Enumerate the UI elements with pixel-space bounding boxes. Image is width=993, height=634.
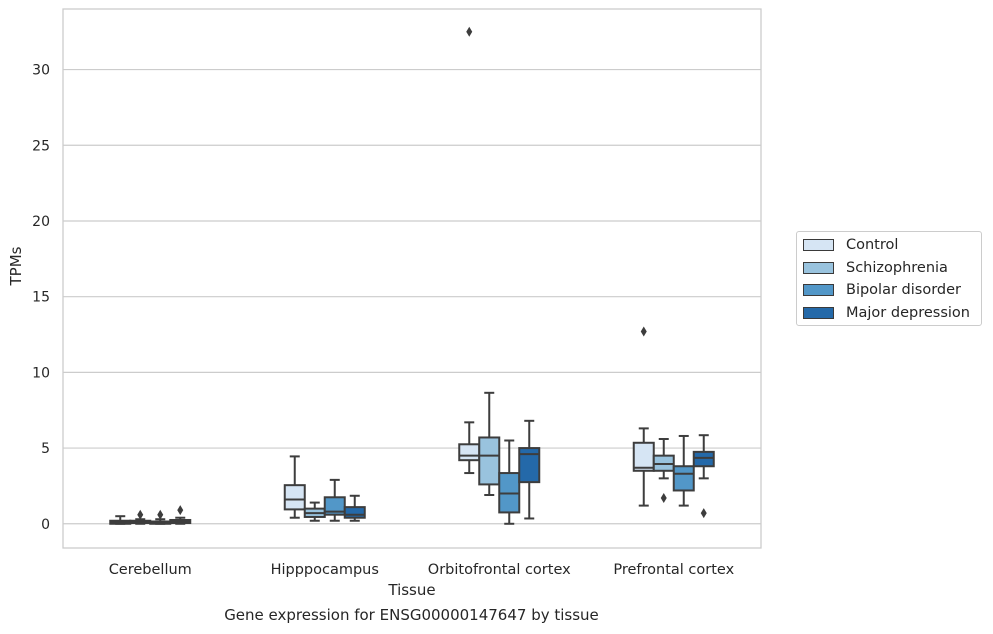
legend-swatch [803, 239, 834, 251]
legend-item: Schizophrenia [803, 258, 948, 278]
box-bipolar-disorder [498, 439, 521, 525]
iqr-box [343, 506, 366, 519]
iqr-box [283, 484, 306, 511]
legend-label: Bipolar disorder [846, 282, 961, 298]
x-tick-labels: Cerebellum Hipppocampus Orbitofrontal cort… [109, 562, 735, 578]
box-bipolar-disorder [149, 509, 172, 525]
iqr-box [458, 443, 481, 462]
x-tick-label: Prefrontal cortex [613, 562, 734, 578]
box-control [632, 326, 655, 507]
iqr-box [692, 450, 715, 468]
box-series [109, 26, 715, 525]
box-schizophrenia [652, 437, 675, 504]
box-control [283, 455, 306, 519]
legend-item: Bipolar disorder [803, 280, 961, 300]
box-bipolar-disorder [672, 434, 695, 507]
outlier-point [466, 26, 473, 37]
outlier-point [157, 509, 164, 520]
y-tick-label: 25 [32, 138, 50, 154]
x-axis-label: Tissue [387, 581, 435, 599]
box-schizophrenia [303, 501, 326, 522]
outlier-point [177, 505, 184, 516]
y-tick-label: 15 [32, 290, 50, 306]
outlier-point [640, 326, 647, 337]
box-schizophrenia [129, 509, 152, 525]
box-major-depression [169, 505, 192, 525]
outlier-point [660, 493, 667, 504]
legend-swatch [803, 284, 834, 296]
legend: Control Schizophrenia Bipolar disorder Majo… [796, 231, 982, 326]
iqr-box [632, 441, 655, 472]
iqr-box [672, 465, 695, 492]
legend-item: Control [803, 235, 898, 255]
y-axis-label: TPMs [7, 246, 25, 286]
y-tick-labels: 0 5 10 15 20 25 30 [32, 63, 50, 533]
legend-label: Control [846, 237, 899, 253]
box-bipolar-disorder [323, 478, 346, 522]
legend-swatch [803, 261, 834, 274]
iqr-box [518, 447, 541, 484]
legend-label: Schizophrenia [846, 259, 948, 276]
box-major-depression [343, 494, 366, 522]
box-major-depression [692, 434, 715, 519]
iqr-box [478, 436, 501, 486]
legend-swatch [803, 306, 834, 319]
box-schizophrenia [478, 391, 501, 497]
box-major-depression [518, 419, 541, 520]
y-tick-label: 0 [41, 517, 50, 533]
y-tick-label: 20 [32, 214, 50, 230]
gridlines [63, 68, 761, 525]
y-tick-label: 5 [41, 441, 50, 457]
y-tick-label: 30 [32, 63, 50, 79]
y-tick-label: 10 [32, 365, 50, 381]
box-control [109, 515, 132, 525]
x-tick-label: Hipppocampus [271, 562, 379, 578]
plot-frame [62, 8, 762, 549]
x-tick-label: Orbitofrontal cortex [428, 562, 571, 578]
legend-item: Major depression [803, 303, 970, 323]
outlier-point [700, 508, 707, 519]
iqr-box [323, 496, 346, 516]
x-tick-label: Cerebellum [109, 562, 192, 578]
chart-caption: Gene expression for ENSG00000147647 by t… [224, 606, 599, 624]
box-control [458, 26, 481, 475]
outlier-point [137, 509, 144, 520]
legend-label: Major depression [846, 304, 970, 321]
